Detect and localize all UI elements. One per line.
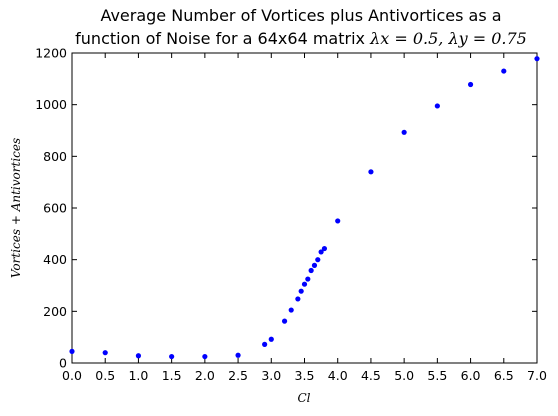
y-tick-label: 600 <box>43 201 67 216</box>
data-point <box>305 276 311 282</box>
y-tick-label: 800 <box>43 149 67 164</box>
y-tick-label: 400 <box>43 252 67 267</box>
data-point <box>281 318 288 324</box>
data-point <box>268 336 274 342</box>
data-point <box>135 353 142 359</box>
x-tick-label: 2.5 <box>228 368 248 383</box>
chart-title-line2-math: λx = 0.5, λy = 0.75 <box>369 29 527 48</box>
data-point <box>288 307 294 313</box>
data-point <box>318 249 324 255</box>
data-point <box>69 348 75 354</box>
x-tick-label: 3.0 <box>261 368 281 383</box>
data-point <box>262 341 268 347</box>
data-point <box>315 257 321 263</box>
data-point <box>311 262 318 268</box>
plot-frame <box>71 52 538 364</box>
x-tick-label: 5.5 <box>427 368 447 383</box>
y-tick-label: 1000 <box>35 97 67 112</box>
data-point <box>434 103 440 109</box>
y-axis-label: Vortices + Antivortices <box>9 138 23 278</box>
data-point <box>321 245 328 252</box>
chart-title-line2: function of Noise for a 64x64 matrix λx … <box>75 29 527 48</box>
data-point <box>501 68 507 74</box>
x-tick-label: 6.0 <box>461 368 481 383</box>
data-points <box>69 56 540 360</box>
data-point <box>534 56 540 62</box>
chart-title-line2-text: function of Noise for a 64x64 matrix <box>75 29 370 48</box>
data-point <box>467 81 474 88</box>
data-point <box>102 350 108 356</box>
y-tick-label: 1200 <box>35 46 67 61</box>
axis-ticks <box>71 52 538 364</box>
x-tick-label: 6.5 <box>494 368 514 383</box>
x-tick-label: 2.0 <box>195 368 215 383</box>
data-point <box>202 353 208 360</box>
chart-title-line1: Average Number of Vortices plus Antivort… <box>100 6 501 25</box>
axis-tick-labels: 0.0 0.5 1.0 1.5 2.0 2.5 3.0 3.5 4.0 4.5 5.0 5.5 6.0 6… <box>35 46 547 384</box>
data-point <box>169 353 175 360</box>
x-tick-label: 4.5 <box>361 368 381 383</box>
data-point <box>335 218 341 224</box>
x-tick-label: 4.0 <box>328 368 348 383</box>
x-axis-label: Cl <box>297 391 310 405</box>
x-tick-label: 1.0 <box>128 368 148 383</box>
data-point <box>301 281 308 287</box>
x-tick-label: 0.0 <box>62 368 82 383</box>
data-point <box>235 352 241 358</box>
x-tick-label: 0.5 <box>95 368 115 383</box>
data-point <box>308 267 314 274</box>
y-tick-label: 0 <box>59 356 67 371</box>
data-point <box>295 296 301 302</box>
x-tick-label: 1.5 <box>162 368 182 383</box>
x-tick-label: 7.0 <box>527 368 547 383</box>
x-tick-label: 3.5 <box>295 368 315 383</box>
y-tick-label: 200 <box>43 304 67 319</box>
data-point <box>368 169 374 175</box>
data-point <box>298 288 304 294</box>
plot-area: 0.0 0.5 1.0 1.5 2.0 2.5 3.0 3.5 4.0 4.5 5.0 5.5 6.0 6… <box>35 46 547 384</box>
x-tick-label: 5.0 <box>394 368 414 383</box>
data-point <box>401 129 407 135</box>
